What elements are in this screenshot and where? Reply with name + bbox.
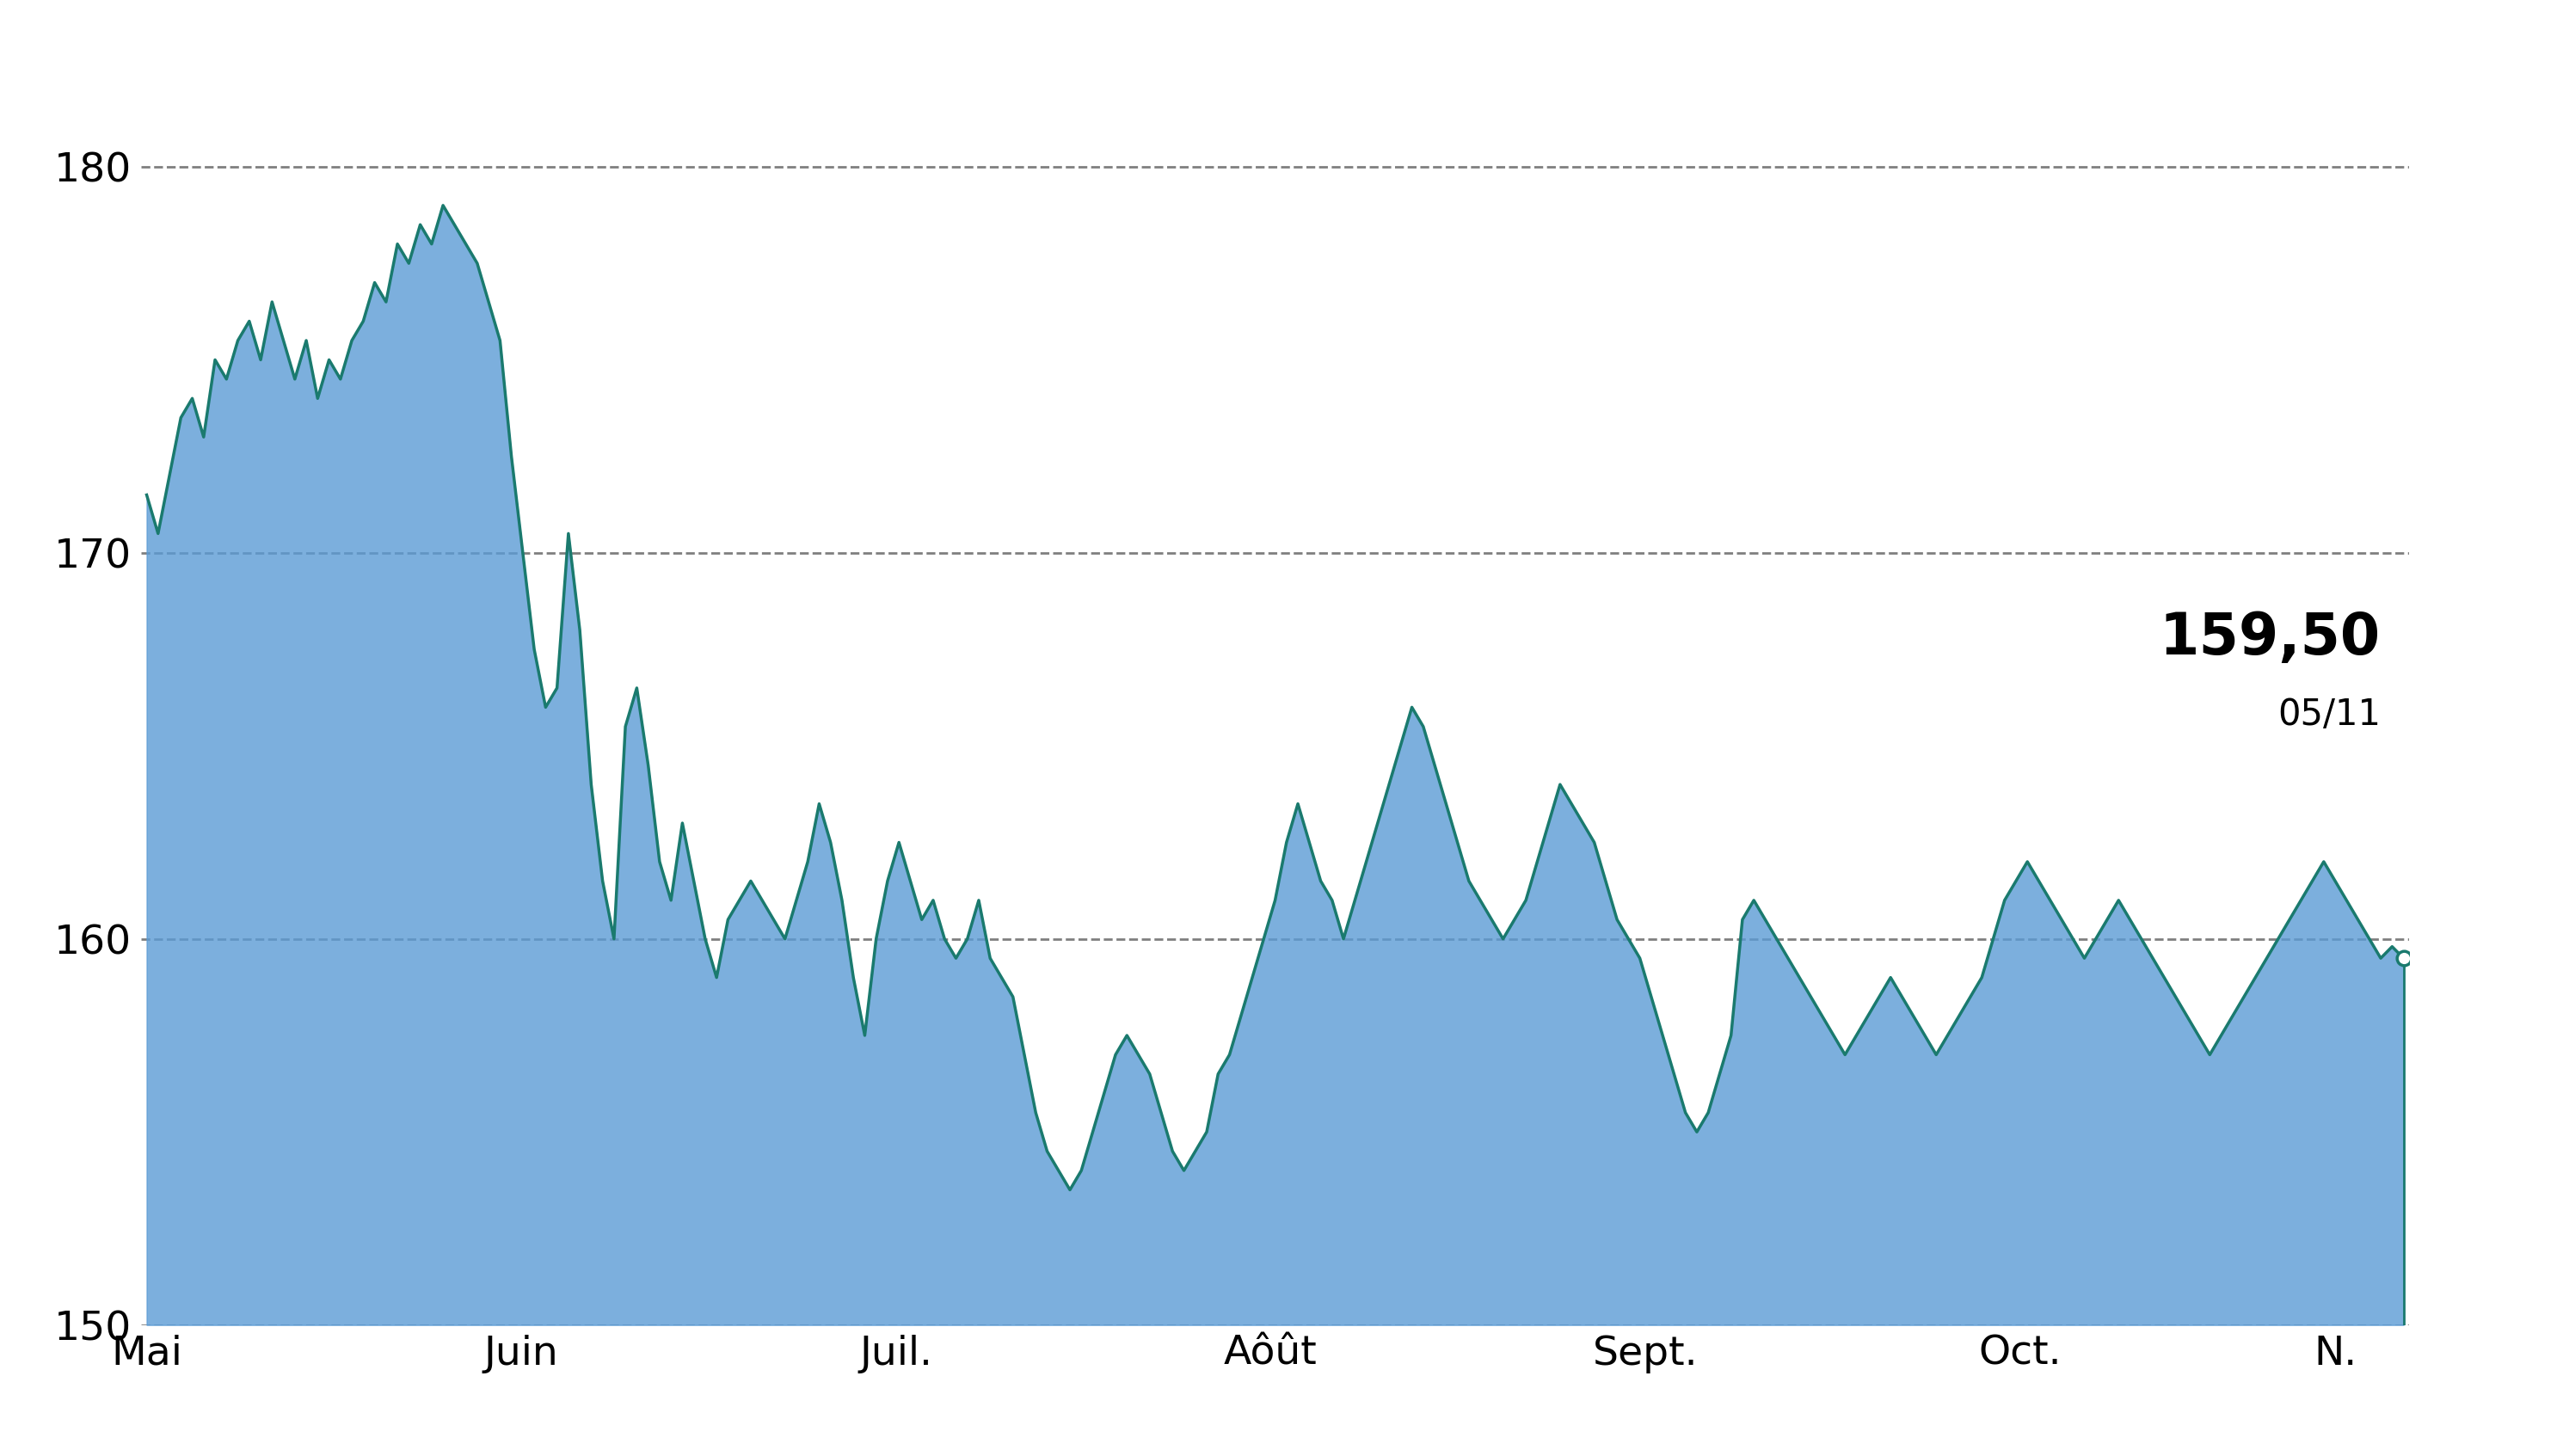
Text: 05/11: 05/11 bbox=[2279, 697, 2381, 732]
Text: TotalEnergiesGabon: TotalEnergiesGabon bbox=[797, 12, 1766, 96]
Text: 159,50: 159,50 bbox=[2161, 610, 2381, 667]
